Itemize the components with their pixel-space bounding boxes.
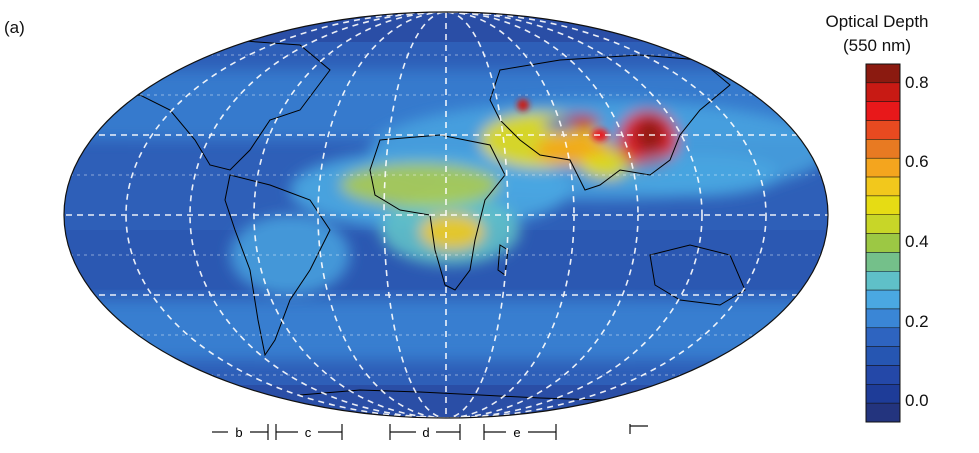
colorbar-swatch: [865, 346, 901, 366]
colorbar: [865, 63, 901, 423]
colorbar-tick-label: 0.8: [905, 72, 929, 92]
colorbar-swatch: [865, 195, 901, 215]
colorbar-tick-label: 0.4: [905, 232, 929, 251]
colorbar-swatch: [865, 120, 901, 140]
panel-label: (a): [4, 18, 25, 37]
colorbar-swatch: [865, 82, 901, 102]
segment-label-e: e: [513, 425, 520, 440]
segment-markers: [212, 424, 648, 440]
colorbar-swatch: [865, 63, 901, 84]
colorbar-swatch: [865, 327, 901, 347]
colorbar-swatch: [865, 252, 901, 272]
colorbar-swatch: [865, 365, 901, 385]
segment-label-c: c: [305, 425, 312, 440]
colorbar-swatch: [865, 271, 901, 291]
colorbar-swatch: [865, 176, 901, 197]
colorbar-frame: [865, 63, 901, 423]
colorbar-swatch: [865, 384, 901, 404]
colorbar-tick-label: 0.6: [905, 152, 929, 172]
colorbar-swatch: [865, 101, 901, 121]
segment-label-d: d: [422, 425, 429, 440]
colorbar-swatch: [865, 214, 901, 234]
colorbar-units: (550 nm): [842, 36, 912, 55]
segment-label-b: b: [235, 425, 242, 440]
colorbar-swatch: [865, 157, 901, 178]
colorbar-tick-label: 0.2: [905, 311, 929, 331]
colorbar-swatch: [865, 139, 901, 159]
colorbar-swatch: [865, 233, 901, 253]
globe-outline: [63, 11, 829, 419]
colorbar-tick-label: 0.0: [905, 391, 929, 411]
graticule: [64, 12, 828, 418]
colorbar-swatch: [865, 308, 901, 329]
colorbar-swatch: [865, 402, 901, 423]
colorbar-swatch: [865, 289, 901, 310]
colorbar-title: Optical Depth: [825, 12, 929, 31]
